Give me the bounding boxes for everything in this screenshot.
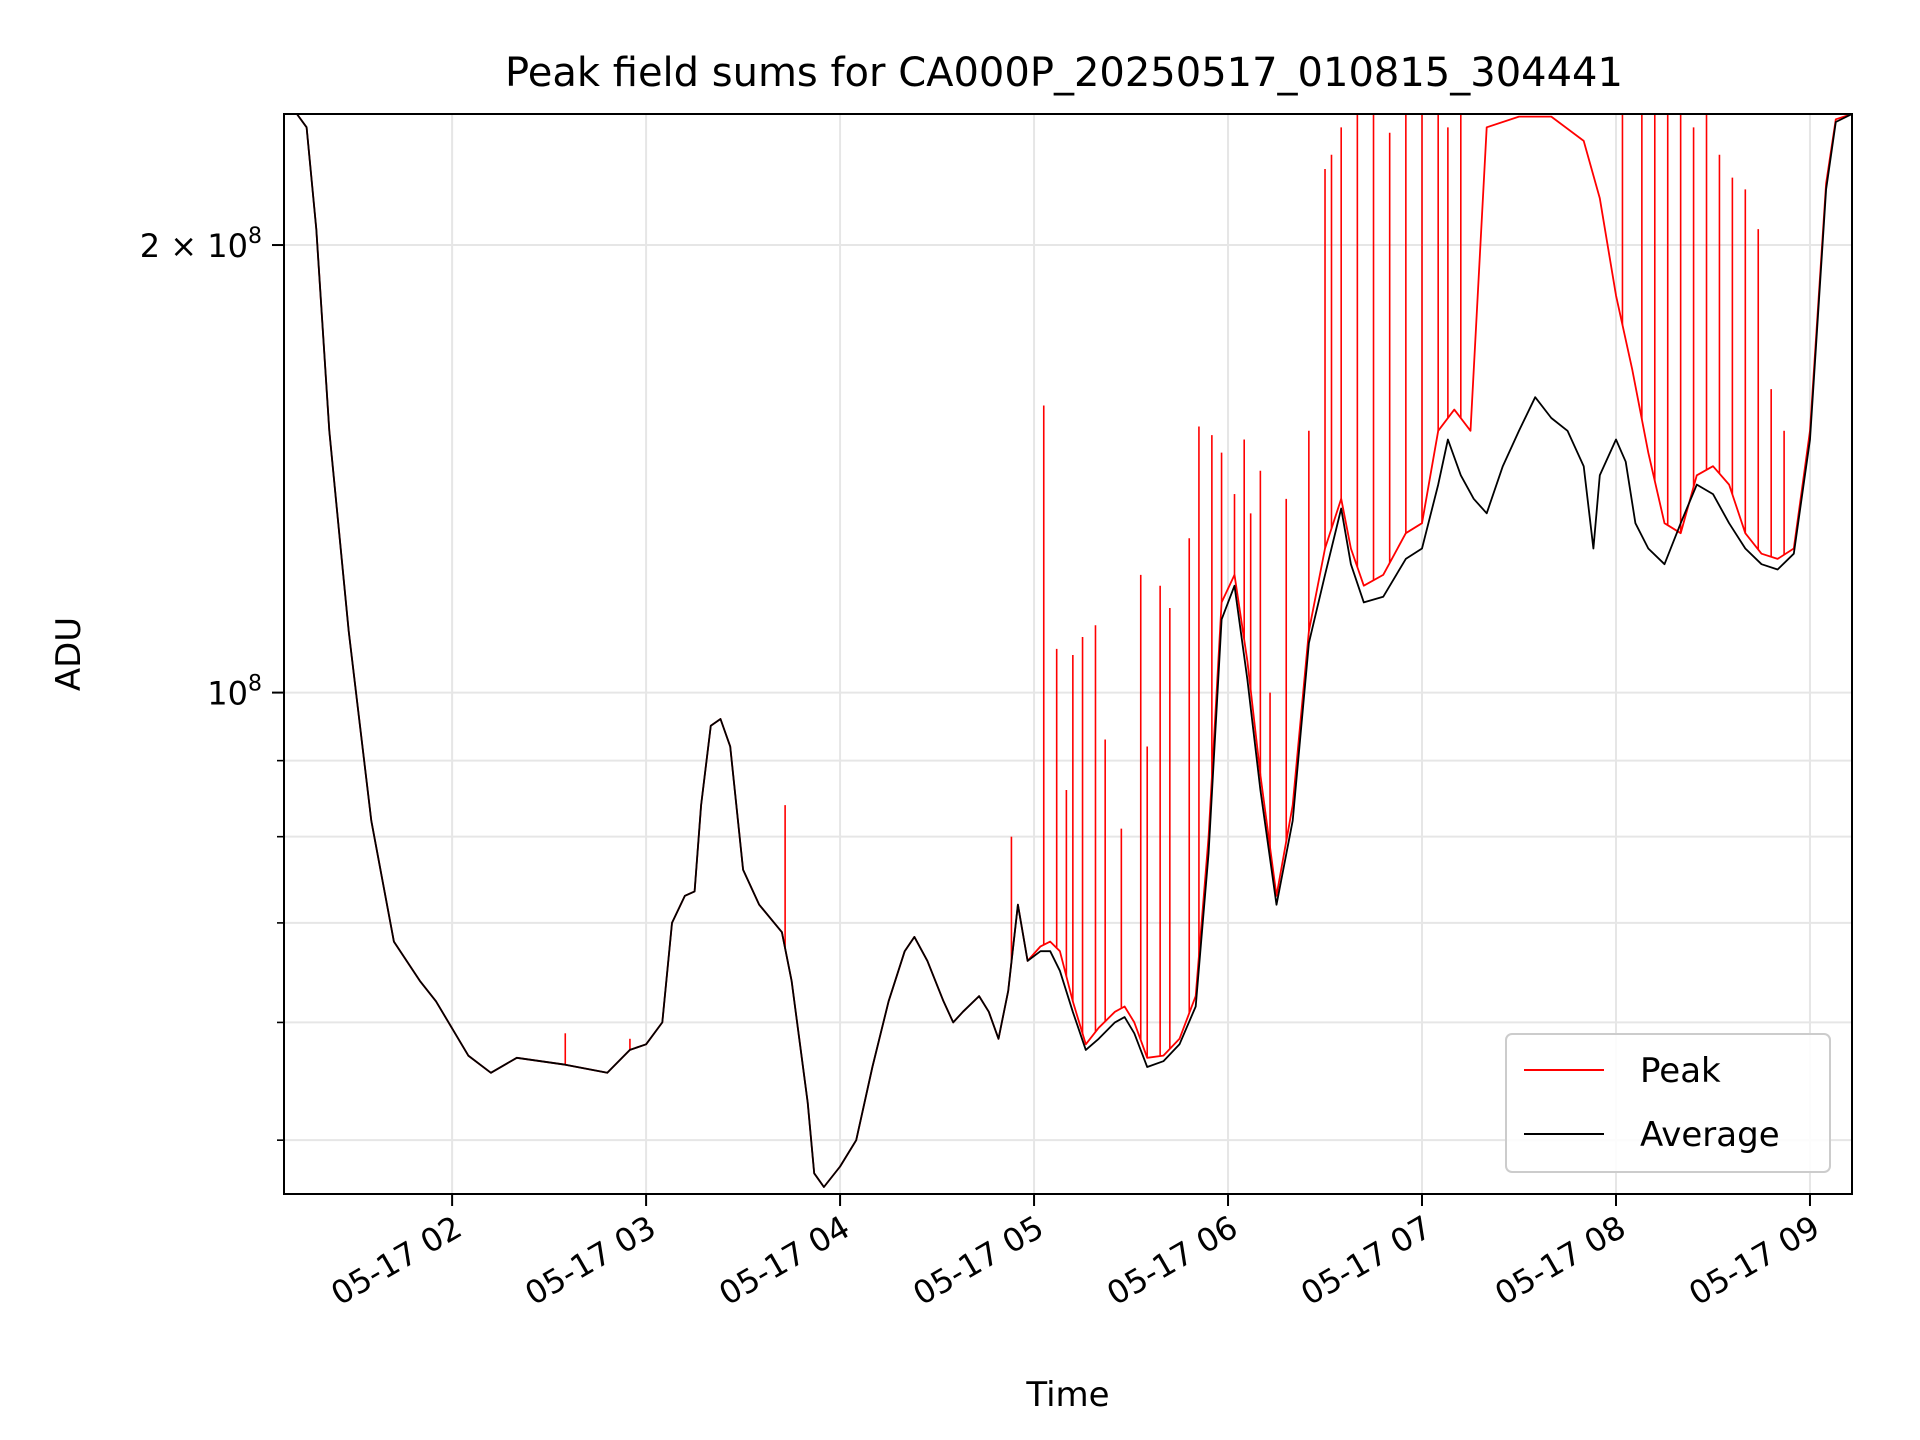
y-axis: 108 2 × 108 [140,224,284,1141]
legend-box [1505,1033,1831,1173]
plot-area [284,114,1852,1188]
y-tick-label: 108 [207,672,262,713]
peak-spikes [564,114,1785,1065]
legend-label-average: Average [1640,1115,1780,1155]
chart-title: Peak field sums for CA000P_20250517_0108… [505,50,1623,96]
x-axis-label: Time [1025,1375,1109,1415]
series-line-average [284,114,1852,1188]
y-tick-label: 2 × 108 [140,224,262,265]
y-axis-label: ADU [49,617,89,691]
plot-frame [283,113,1853,1195]
legend-label-peak: Peak [1640,1051,1721,1091]
legend: Peak Average [1505,1033,1831,1173]
